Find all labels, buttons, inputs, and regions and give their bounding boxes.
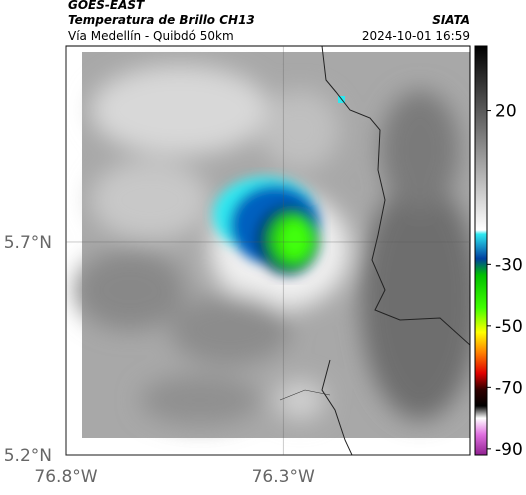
x-tick-label: 76.8°W [34,467,97,487]
colorbar-tick-label: -50 [495,317,523,337]
y-tick-label: 5.7°N [4,233,52,253]
x-tick-label: 76.3°W [252,467,315,487]
satellite-image [66,46,470,455]
colorbar-tick-label: -90 [495,440,523,460]
y-tick-label: 5.2°N [4,446,52,466]
colorbar-tick-label: -30 [495,255,523,275]
title: Temperatura de Brillo CH13 [68,13,255,27]
agency: SIATA [432,13,470,27]
colorbar [474,45,488,456]
colorbar-tick-label: 20 [495,102,517,122]
colorbar-tick-label: -70 [495,378,523,398]
header: GOES-EAST Temperatura de Brillo CH13 Vía… [68,0,470,43]
subtitle: Vía Medellín - Quibdó 50km [68,29,234,43]
source: GOES-EAST [68,0,145,12]
datetime: 2024-10-01 16:59 [362,29,470,43]
